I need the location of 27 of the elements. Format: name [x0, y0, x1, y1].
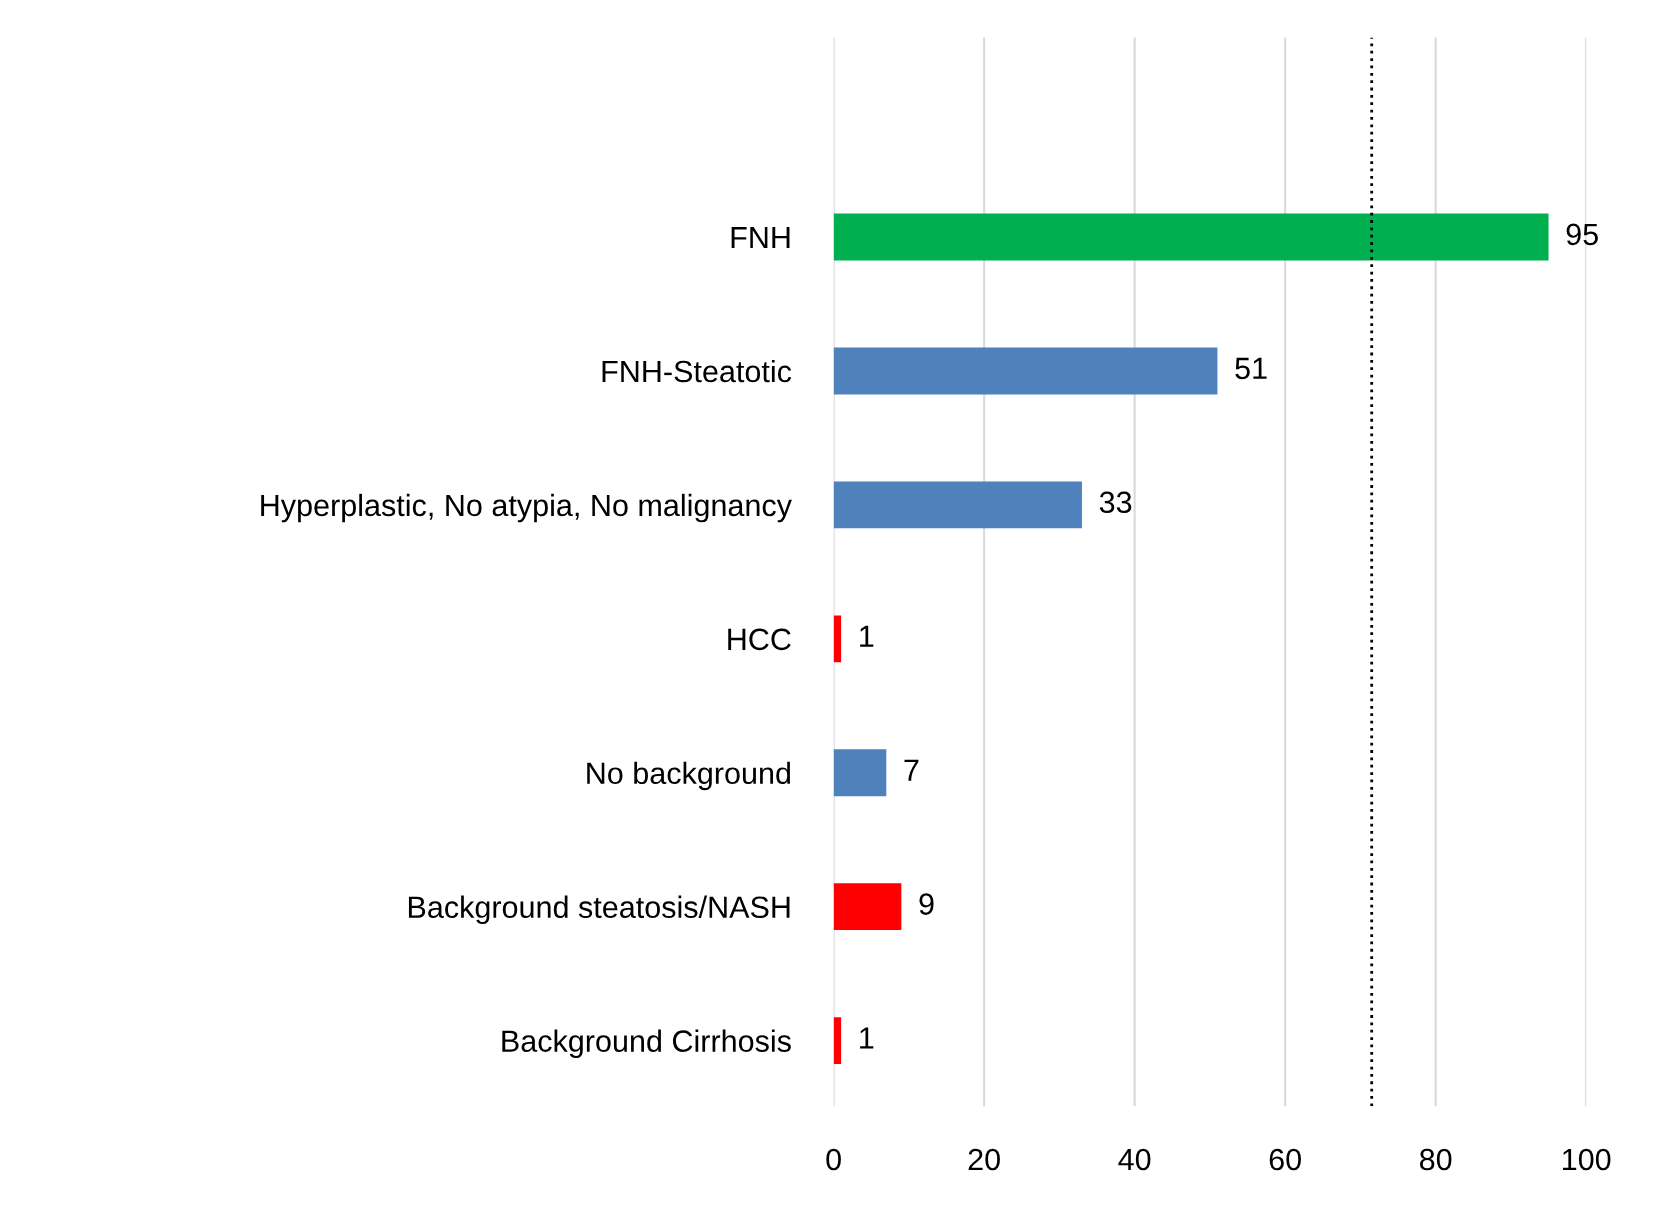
- x-tick-label: 100: [1563, 1148, 1611, 1171]
- y-tick-label: Background steatosis/NASH: [408, 895, 790, 925]
- bar: [833, 1017, 842, 1065]
- bar: [833, 213, 1549, 261]
- x-tick-label: 20: [968, 1148, 1000, 1171]
- bar: [833, 481, 1082, 529]
- x-tick-label: 80: [1420, 1148, 1452, 1171]
- x-tick-label: 60: [1269, 1148, 1301, 1171]
- data-label: 1: [860, 625, 874, 647]
- bar: [833, 347, 1218, 395]
- y-tick-label: No background: [587, 761, 790, 791]
- y-tick-label: FNH: [731, 227, 790, 249]
- data-label: 33: [1099, 491, 1132, 514]
- y-tick-label: HCC: [728, 628, 791, 651]
- data-label: 95: [1566, 223, 1598, 246]
- y-tick-label: Hyperplastic, No atypia, No malignancy: [261, 493, 792, 523]
- bar: [833, 883, 902, 931]
- x-tick-label: 40: [1118, 1148, 1151, 1171]
- bar: [833, 615, 842, 663]
- bar: [833, 749, 887, 797]
- data-label: 9: [919, 893, 934, 915]
- data-label: 1: [860, 1027, 874, 1049]
- x-tick-label: 0: [826, 1148, 841, 1171]
- y-tick-label: Background Cirrhosis: [502, 1029, 791, 1059]
- data-label: 7: [904, 759, 919, 781]
- data-label: 51: [1235, 357, 1267, 380]
- y-tick-label: FNH-Steatotic: [602, 359, 792, 383]
